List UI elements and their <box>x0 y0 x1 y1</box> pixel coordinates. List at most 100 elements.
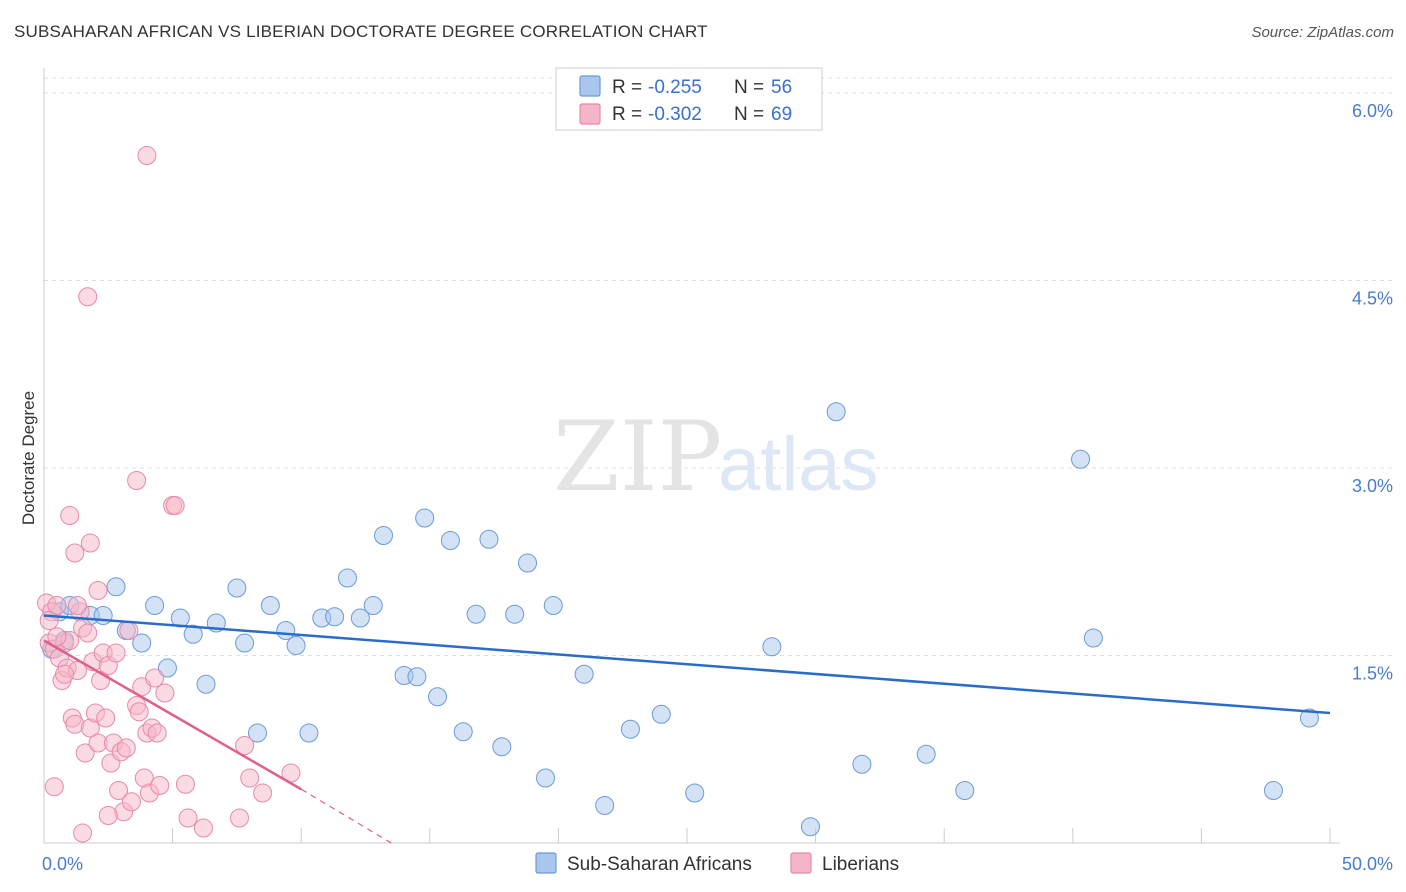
sub-saharan-point <box>299 723 319 743</box>
sub-saharan-point <box>145 596 165 615</box>
sub-saharan-point <box>440 531 460 550</box>
legend-r-value-sub-saharan: -0.255 <box>648 77 702 98</box>
liberians-point <box>67 596 87 615</box>
liberians-point <box>73 823 93 843</box>
liberians-point <box>65 543 85 563</box>
legend-r-value-liberians: -0.302 <box>648 104 702 125</box>
liberians-point <box>78 287 98 307</box>
sub-saharan-point <box>363 596 383 615</box>
sub-saharan-point <box>93 606 113 625</box>
watermark-zip: ZIP <box>553 401 722 513</box>
sub-saharan-point <box>407 667 427 687</box>
liberians-point <box>119 621 139 640</box>
sub-saharan-point <box>106 577 126 597</box>
liberians-point <box>155 683 175 703</box>
liberians-point <box>109 781 129 800</box>
y-tick-label: 4.5% <box>1352 289 1393 309</box>
sub-saharan-point <box>1083 628 1103 648</box>
sub-saharan-point <box>505 604 525 624</box>
legend-label-sub-saharan: Sub-Saharan Africans <box>567 854 752 875</box>
sub-saharan-point <box>235 633 255 653</box>
x-tick-marks <box>172 828 1331 843</box>
sub-saharan-point <box>852 754 872 774</box>
sub-saharan-point <box>415 508 435 528</box>
sub-saharan-point <box>543 596 563 615</box>
liberians-point <box>147 723 167 743</box>
x-tick-label-min: 0.0% <box>42 854 83 874</box>
liberians-point <box>253 783 273 803</box>
sub-saharan-point <box>183 624 203 644</box>
trend-line-liberians-extension <box>300 788 392 844</box>
sub-saharan-point <box>762 637 782 657</box>
legend-n-value-sub-saharan: 56 <box>771 77 792 98</box>
sub-saharan-point <box>466 604 486 624</box>
liberians-point <box>137 146 157 165</box>
sub-saharan-point <box>157 658 177 678</box>
watermark: ZIP atlas <box>553 401 879 513</box>
sub-saharan-point <box>955 781 975 800</box>
sub-saharan-point <box>800 817 820 837</box>
liberians-point <box>47 627 67 647</box>
sub-saharan-point <box>276 621 296 640</box>
liberians-point <box>96 708 116 728</box>
liberians-point <box>55 664 75 684</box>
sub-saharan-point <box>1071 449 1091 469</box>
liberians-point <box>98 806 118 825</box>
liberians-point <box>78 623 98 643</box>
sub-saharan-point <box>1263 781 1283 800</box>
series-legend: Sub-Saharan Africans Liberians <box>535 852 899 875</box>
liberians-point <box>165 496 185 515</box>
sub-saharan-point <box>1299 708 1319 728</box>
source-credit: Source: ZipAtlas.com <box>1251 24 1394 41</box>
sub-saharan-point <box>453 722 473 742</box>
liberians-point <box>240 768 260 788</box>
sub-saharan-point <box>132 633 152 653</box>
sub-saharan-point <box>247 723 267 743</box>
correlation-legend: R = -0.255 N = 56 R = -0.302 N = 69 <box>555 67 823 131</box>
liberians-point <box>44 777 64 797</box>
sub-saharan-point <box>479 529 499 549</box>
sub-saharan-point <box>492 737 512 757</box>
liberians-point <box>75 743 95 763</box>
liberians-point <box>145 668 165 688</box>
legend-swatch-liberians <box>579 103 601 125</box>
sub-saharan-point <box>826 402 846 422</box>
grid-lines <box>44 77 1392 656</box>
legend-swatch-sub-saharan <box>579 75 601 97</box>
liberians-point <box>127 471 147 490</box>
sub-saharan-point <box>260 596 280 615</box>
legend-n-label: N = <box>734 104 764 125</box>
sub-saharan-point <box>227 578 247 598</box>
y-tick-label: 3.0% <box>1352 476 1393 496</box>
liberians-point <box>106 643 126 663</box>
liberians-point <box>150 776 170 795</box>
legend-r-label: R = <box>612 77 642 98</box>
page-title: SUBSAHARAN AFRICAN VS LIBERIAN DOCTORATE… <box>14 22 708 41</box>
sub-saharan-point <box>196 674 216 694</box>
y-axis-label: Doctorate Degree <box>19 391 38 525</box>
sub-saharan-point <box>574 664 594 684</box>
y-tick-label: 6.0% <box>1352 101 1393 121</box>
liberians-point <box>116 738 136 758</box>
sub-saharan-point <box>325 607 345 627</box>
trend-line-liberians <box>43 639 302 791</box>
y-tick-labels: 1.5% 3.0% 4.5% 6.0% <box>1352 101 1393 684</box>
series-sub-saharan-points <box>42 402 1319 837</box>
legend-swatch-sub-saharan <box>535 852 557 874</box>
legend-label-liberians: Liberians <box>822 854 899 875</box>
sub-saharan-point <box>536 768 556 788</box>
liberians-point <box>39 611 59 630</box>
sub-saharan-point <box>651 704 671 724</box>
sub-saharan-point <box>286 636 306 655</box>
liberians-point <box>121 792 141 812</box>
y-tick-label: 1.5% <box>1352 664 1393 684</box>
sub-saharan-point <box>337 568 357 588</box>
legend-swatch-liberians <box>790 852 812 874</box>
liberians-point <box>175 774 195 794</box>
sub-saharan-point <box>428 687 448 707</box>
liberians-point <box>193 818 213 838</box>
sub-saharan-point <box>374 526 394 545</box>
liberians-point <box>235 736 255 755</box>
liberians-point <box>47 596 67 615</box>
sub-saharan-point <box>350 608 370 628</box>
